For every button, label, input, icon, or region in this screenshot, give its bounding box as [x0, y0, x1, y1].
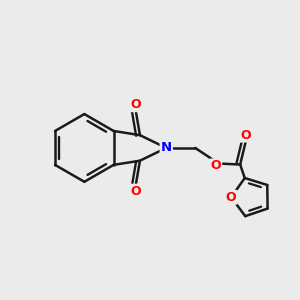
- Text: O: O: [130, 184, 141, 198]
- Text: N: N: [160, 141, 172, 154]
- Text: O: O: [226, 191, 236, 204]
- Text: O: O: [130, 98, 141, 111]
- Text: O: O: [240, 129, 251, 142]
- Text: O: O: [211, 159, 221, 172]
